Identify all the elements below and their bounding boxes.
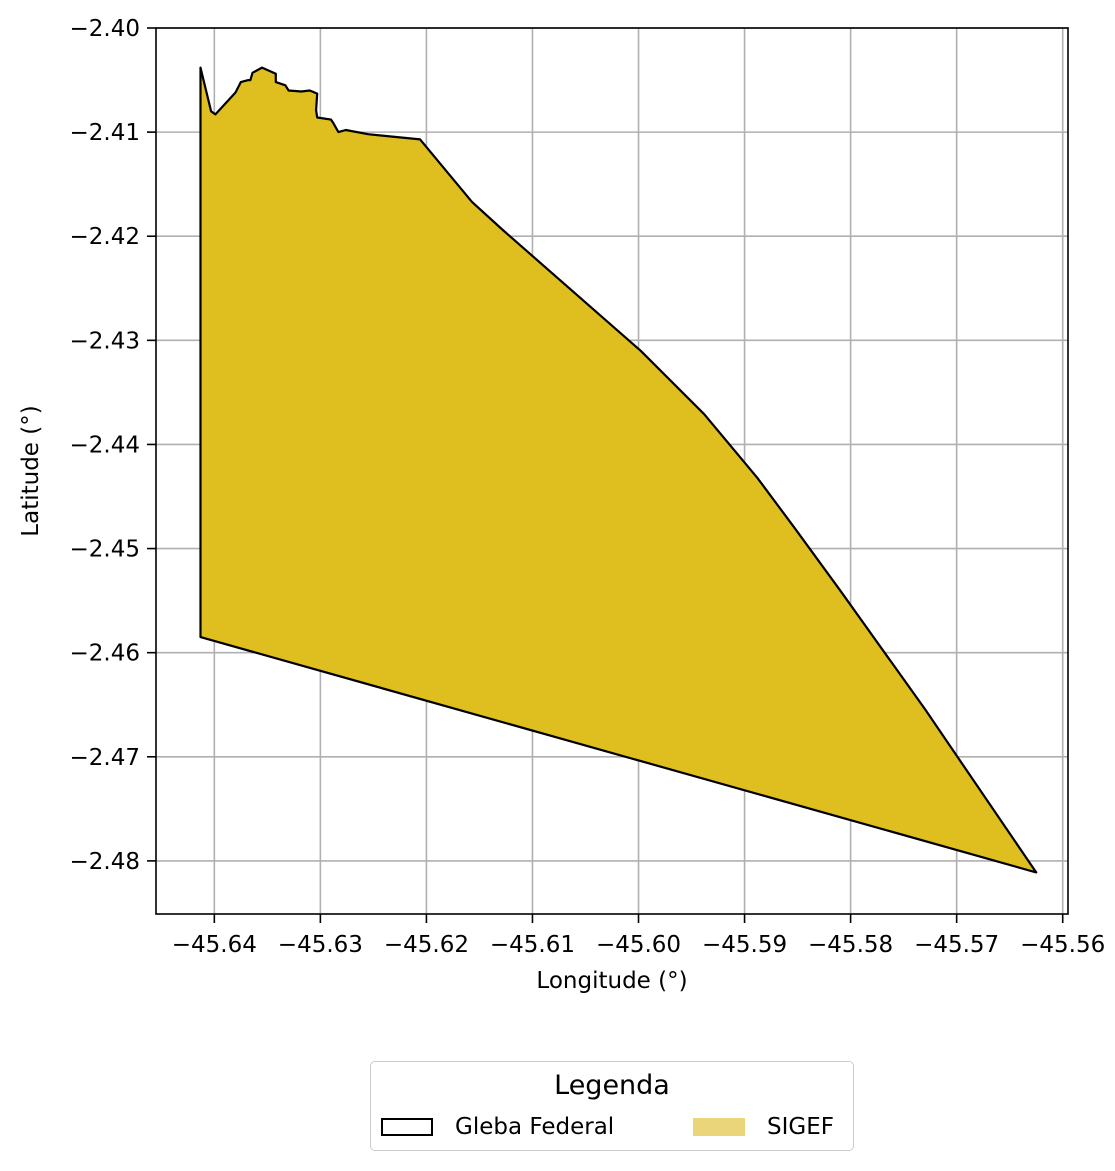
y-tick-label: −2.43 [70,328,140,354]
y-tick-label: −2.40 [70,16,140,42]
y-tick-label: −2.44 [70,432,140,458]
y-axis-label: Latitude (°) [18,405,44,536]
legend-label-gleba-federal: Gleba Federal [455,1114,615,1140]
x-tick-label: −45.57 [914,932,999,958]
x-tick-label: −45.62 [384,932,469,958]
legend-item-sigef: SIGEF [693,1114,834,1140]
gleba-federal-polygon-layer [199,66,1038,874]
legend-item-gleba-federal: Gleba Federal [381,1114,614,1140]
y-tick-label: −2.41 [70,120,140,146]
x-tick-label: −45.59 [702,932,787,958]
y-tick-label: −2.45 [70,537,140,563]
y-tick-label: −2.42 [70,224,140,250]
x-tick-label: −45.64 [172,932,257,958]
axis-ticks: −45.64 −45.63 −45.62 −45.61 −45.60 −45.59 −45.… [70,16,1106,958]
legend-title: Legenda [554,1070,670,1101]
x-tick-label: −45.60 [596,932,681,958]
x-tick-label: −45.56 [1020,932,1105,958]
gleba-federal-polygon [199,66,1038,874]
y-tick-label: −2.46 [70,641,140,667]
legend-swatch-gleba-federal [381,1118,433,1136]
x-tick-label: −45.61 [490,932,575,958]
legend-swatch-sigef [693,1118,745,1136]
x-tick-label: −45.58 [808,932,893,958]
plot-frame [155,27,1069,915]
y-tick-label: −2.48 [70,849,140,875]
y-tick-label: −2.47 [70,745,140,771]
legend: Legenda Gleba Federal SIGEF [370,1061,854,1151]
x-axis-label: Longitude (°) [536,968,687,994]
x-tick-label: −45.63 [278,932,363,958]
legend-label-sigef: SIGEF [767,1114,834,1140]
